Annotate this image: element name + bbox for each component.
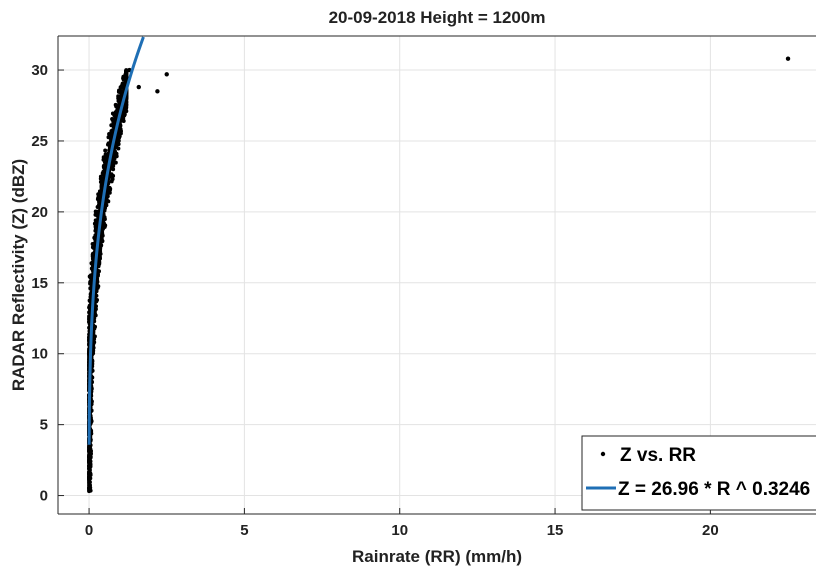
scatter-point: [88, 299, 93, 304]
scatter-point: [117, 88, 121, 93]
scatter-point: [124, 71, 129, 76]
scatter-point: [112, 156, 117, 161]
scatter-point: [97, 269, 101, 274]
scatter-point: [98, 251, 103, 256]
scatter-point: [93, 226, 98, 231]
scatter-point: [108, 136, 113, 141]
scatter-point-outlier: [155, 89, 160, 94]
scatter-point: [103, 148, 108, 153]
scatter-point: [103, 199, 108, 204]
scatter-point: [113, 152, 118, 157]
scatter-point: [87, 466, 92, 471]
x-tick-label: 5: [240, 522, 248, 539]
y-ticks: 0 5 10 15 20 25 30: [31, 62, 64, 505]
y-tick-label: 25: [31, 133, 48, 150]
scatter-point: [100, 231, 105, 236]
scatter-point: [120, 83, 125, 87]
y-tick-label: 5: [40, 417, 48, 434]
y-tick-label: 20: [31, 204, 48, 221]
scatter-point: [95, 298, 99, 302]
scatter-point: [113, 115, 118, 120]
scatter-point: [103, 156, 108, 161]
x-tick-label: 0: [85, 522, 93, 539]
scatter-point: [124, 76, 129, 81]
chart-title: 20-09-2018 Height = 1200m: [329, 8, 546, 27]
legend: Z vs. RR Z = 26.96 * R ^ 0.3246: [581, 435, 816, 511]
scatter-point: [99, 186, 104, 191]
y-tick-label: 10: [31, 346, 48, 363]
x-ticks: 0 5 10 15 20: [85, 508, 719, 539]
scatter-point: [100, 239, 104, 244]
axes: [57, 35, 816, 515]
y-tick-label: 30: [31, 62, 48, 79]
scatter-point: [114, 109, 119, 114]
scatter-point: [92, 235, 97, 240]
scatter-point: [87, 481, 92, 486]
scatter-point: [114, 142, 119, 147]
scatter-point: [121, 76, 126, 81]
scatter-point: [92, 221, 97, 226]
scatter-point: [97, 257, 101, 262]
scatter-point: [118, 123, 123, 127]
scatter-point: [116, 95, 121, 100]
scatter-point: [87, 455, 92, 460]
scatter-point: [123, 109, 128, 114]
scatter-point-outlier: [785, 56, 791, 61]
scatter-point: [91, 345, 96, 350]
plot-background: [58, 36, 816, 514]
scatter-point: [122, 113, 127, 118]
y-tick-label: 15: [31, 275, 48, 292]
grid: [58, 36, 816, 514]
scatter-point: [87, 447, 92, 452]
scatter-point: [93, 209, 98, 214]
scatter-point: [87, 486, 92, 491]
scatter-point: [90, 245, 95, 250]
scatter-point: [116, 98, 121, 103]
legend-box: [581, 435, 816, 511]
scatter-point: [87, 472, 92, 477]
scatter-point: [116, 146, 121, 151]
scatter-point-outlier: [136, 84, 141, 90]
scatter-point: [96, 195, 101, 200]
scatter-point: [87, 460, 92, 465]
scatter-point: [93, 313, 98, 318]
scatter-point: [108, 173, 113, 178]
scatter-point: [87, 476, 92, 481]
y-tick-label: 0: [40, 488, 48, 505]
legend-label-fit: Z = 26.96 * R ^ 0.3246: [618, 479, 810, 500]
scatter-point-outlier: [164, 72, 169, 77]
scatter-point: [89, 276, 94, 280]
x-tick-label: 20: [702, 522, 719, 539]
scatter-point: [90, 368, 95, 373]
fit-curve: [87, 36, 145, 445]
y-axis-label: RADAR Reflectivity (Z) (dBZ): [9, 159, 28, 391]
scatter-point: [110, 111, 115, 116]
x-tick-label: 15: [547, 522, 564, 539]
legend-marker-dot: [600, 451, 606, 457]
scatter-point: [97, 200, 102, 205]
scatter-point: [91, 253, 96, 258]
legend-label-scatter: Z vs. RR: [620, 445, 696, 466]
scatter-point: [96, 192, 101, 197]
scatter-point: [124, 102, 129, 107]
scatter-point: [89, 451, 93, 456]
scatter-point: [113, 160, 118, 165]
x-tick-label: 10: [391, 522, 408, 539]
scatter-point: [96, 284, 101, 289]
x-axis-label: Rainrate (RR) (mm/h): [352, 547, 522, 566]
scatter-point: [110, 177, 115, 182]
scatter-point: [87, 489, 92, 494]
scatter-point: [102, 217, 107, 222]
